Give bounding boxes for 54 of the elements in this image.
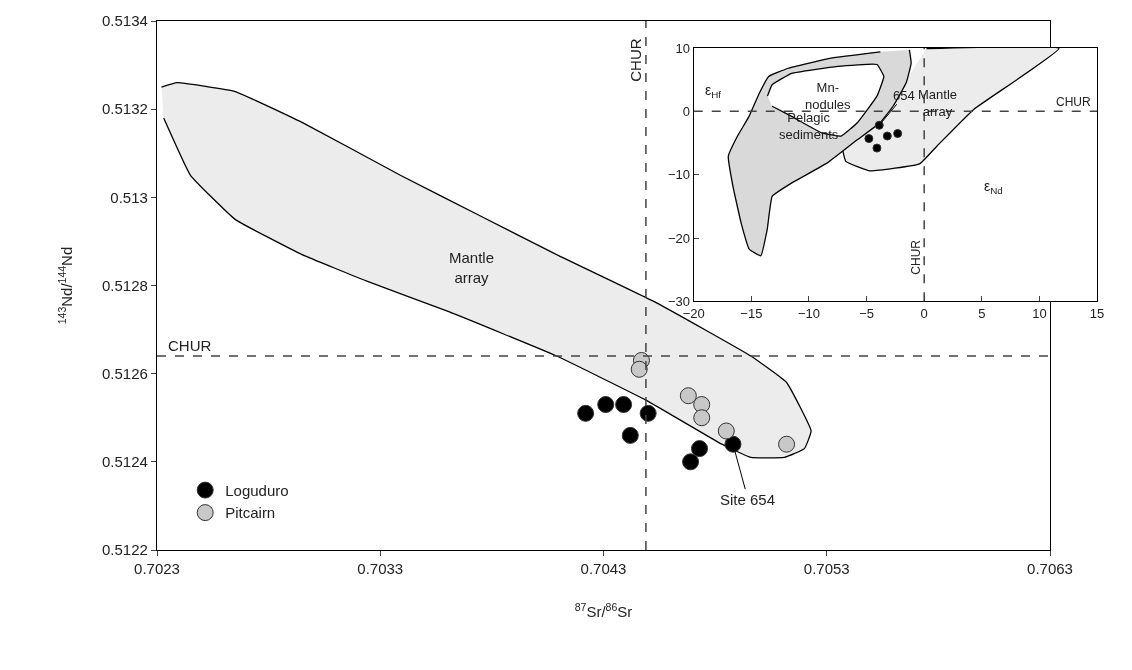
y-tick-label: 0.513	[110, 188, 148, 206]
x-tick-label: 0.7063	[1027, 560, 1073, 578]
x-tick-label: 0.7043	[580, 560, 627, 578]
y-tick-label: 0.5122	[101, 541, 148, 559]
x-tick-label: 0.7023	[134, 560, 180, 578]
x-tick-label: 5	[978, 306, 986, 322]
point	[621, 426, 639, 444]
y-tick-label: 0.5124	[101, 453, 148, 471]
x-tick-label: 10	[1032, 306, 1047, 322]
x-axis-title: $^{87}$Sr/$^{86}$Sr	[574, 600, 633, 621]
point	[682, 453, 700, 471]
y-tick-label: 0	[682, 103, 690, 119]
point	[693, 409, 711, 427]
point	[893, 129, 903, 138]
x-tick-label: 0.7053	[803, 560, 850, 578]
y-tick-label: 0.5126	[101, 364, 148, 382]
y-tick-label: 0.5128	[101, 276, 148, 294]
series-label: Mantle array	[918, 87, 958, 119]
y-axis-title: ε$_{Hf}$	[705, 82, 722, 100]
legend-label: Pitcairn	[225, 504, 276, 522]
point	[691, 440, 708, 458]
y-tick-label: −20	[667, 230, 690, 246]
point	[872, 143, 882, 153]
point	[717, 422, 735, 440]
y-tick-label: −10	[667, 167, 690, 183]
ref-line-label: CHUR	[627, 38, 645, 82]
x-tick-label: 0.7033	[357, 560, 404, 578]
point	[679, 387, 697, 405]
y-tick-label: 0.5132	[101, 100, 148, 118]
y-tick-label: −30	[667, 293, 690, 309]
point	[639, 404, 657, 422]
ref-line-label: CHUR	[1056, 95, 1091, 109]
ref-line-label: CHUR	[168, 337, 212, 354]
x-tick-label: 0	[920, 306, 928, 322]
point	[864, 134, 874, 144]
series-label: Mn- nodules	[805, 80, 852, 112]
y-tick-label: 10	[675, 40, 690, 56]
point	[630, 360, 648, 378]
x-tick-label: −15	[740, 306, 763, 322]
point	[577, 404, 595, 422]
point	[778, 435, 796, 453]
x-tick-label: −5	[859, 306, 874, 322]
point	[724, 435, 742, 453]
y-tick-label: 0.5134	[101, 12, 148, 30]
x-tick-label: 15	[1089, 306, 1105, 322]
annotation: Site 654	[720, 491, 776, 508]
ref-line-label: CHUR	[908, 239, 923, 275]
point	[597, 396, 615, 414]
x-tick-label: −10	[797, 306, 820, 322]
point	[615, 396, 633, 414]
x-axis-title: ε$_{Nd}$	[984, 178, 1003, 196]
series-label: Mantle array	[449, 249, 495, 286]
legend-label: Loguduro	[225, 481, 289, 499]
point	[882, 131, 892, 141]
